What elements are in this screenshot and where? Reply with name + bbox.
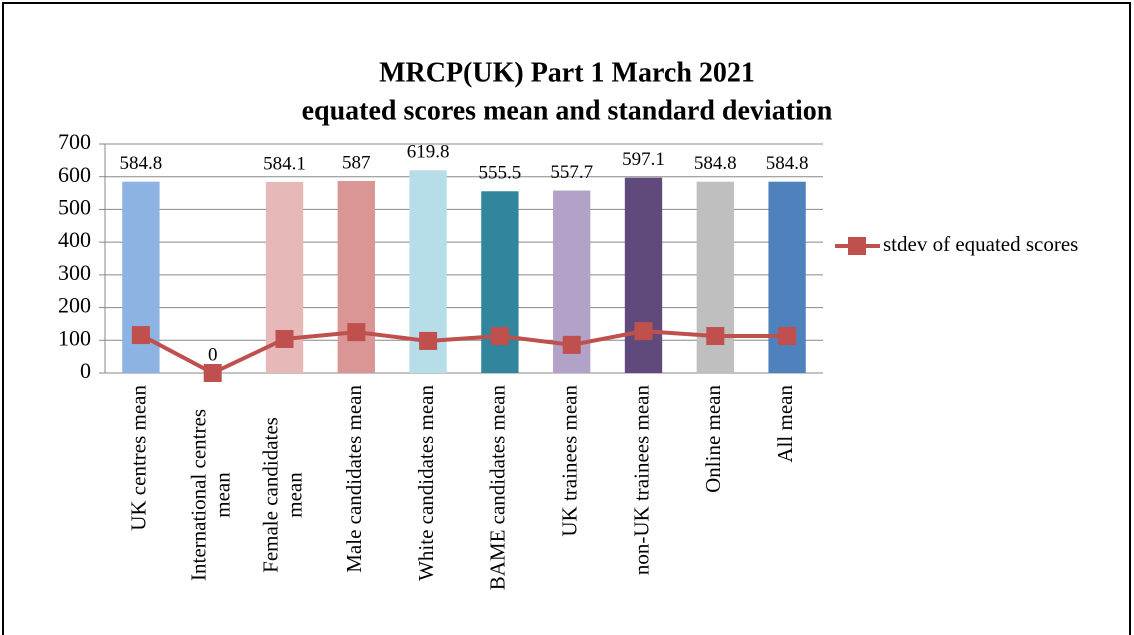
y-tick-label: 700 xyxy=(58,129,91,154)
data-label: 619.8 xyxy=(407,142,450,163)
chart-subtitle: equated scores mean and standard deviati… xyxy=(302,95,833,126)
line-marker xyxy=(778,327,797,346)
legend-label: stdev of equated scores xyxy=(883,232,1078,256)
y-tick-label: 500 xyxy=(58,194,91,219)
line-marker xyxy=(203,364,222,382)
y-tick-label: 0 xyxy=(80,358,91,383)
x-tick-label: UK trainees mean xyxy=(558,385,582,537)
x-tick-label-line: Female candidates xyxy=(258,417,282,573)
bar xyxy=(481,191,519,373)
data-label: 597.1 xyxy=(622,149,665,170)
x-tick-label: International centresmean xyxy=(187,409,235,581)
x-tick-label: non-UK trainees mean xyxy=(629,385,653,576)
bar xyxy=(122,181,160,373)
bar xyxy=(337,180,375,373)
line-marker xyxy=(490,327,509,346)
data-label: 584.8 xyxy=(766,153,809,174)
data-label: 587 xyxy=(342,152,371,173)
y-tick-label: 600 xyxy=(58,162,91,187)
x-tick-label-line: International centres xyxy=(187,409,211,581)
x-tick-label: UK centres mean xyxy=(127,385,151,531)
x-tick-label-line: mean xyxy=(282,472,306,518)
x-tick-label: All mean xyxy=(773,385,797,463)
bar xyxy=(624,177,663,373)
data-label: 584.8 xyxy=(120,153,163,174)
data-label: 557.7 xyxy=(550,162,593,183)
x-tick-label: BAME candidates mean xyxy=(486,385,510,591)
line-marker xyxy=(131,326,150,345)
x-tick-label: Online mean xyxy=(701,385,725,493)
x-tick-label: Male candidates mean xyxy=(342,385,366,573)
line-marker xyxy=(634,322,653,341)
y-tick-label: 400 xyxy=(58,227,91,252)
x-tick-label-line: mean xyxy=(211,472,235,518)
line-marker xyxy=(419,331,438,350)
data-label: 584.1 xyxy=(263,153,306,174)
y-tick-label: 300 xyxy=(58,260,91,285)
line-marker xyxy=(706,327,725,346)
y-tick-label: 200 xyxy=(58,293,91,318)
x-tick-label: White candidates mean xyxy=(414,385,438,581)
line-marker xyxy=(347,323,366,342)
data-label: 0 xyxy=(208,344,218,365)
line-marker xyxy=(275,329,294,348)
line-series xyxy=(139,329,788,376)
line-marker xyxy=(562,335,581,354)
x-tick-label: Female candidatesmean xyxy=(258,417,306,573)
chart-title: MRCP(UK) Part 1 March 2021 xyxy=(379,57,755,88)
data-label: 584.8 xyxy=(694,153,737,174)
y-tick-label: 100 xyxy=(58,325,91,350)
data-label: 555.5 xyxy=(479,163,522,184)
legend-marker xyxy=(848,237,866,255)
